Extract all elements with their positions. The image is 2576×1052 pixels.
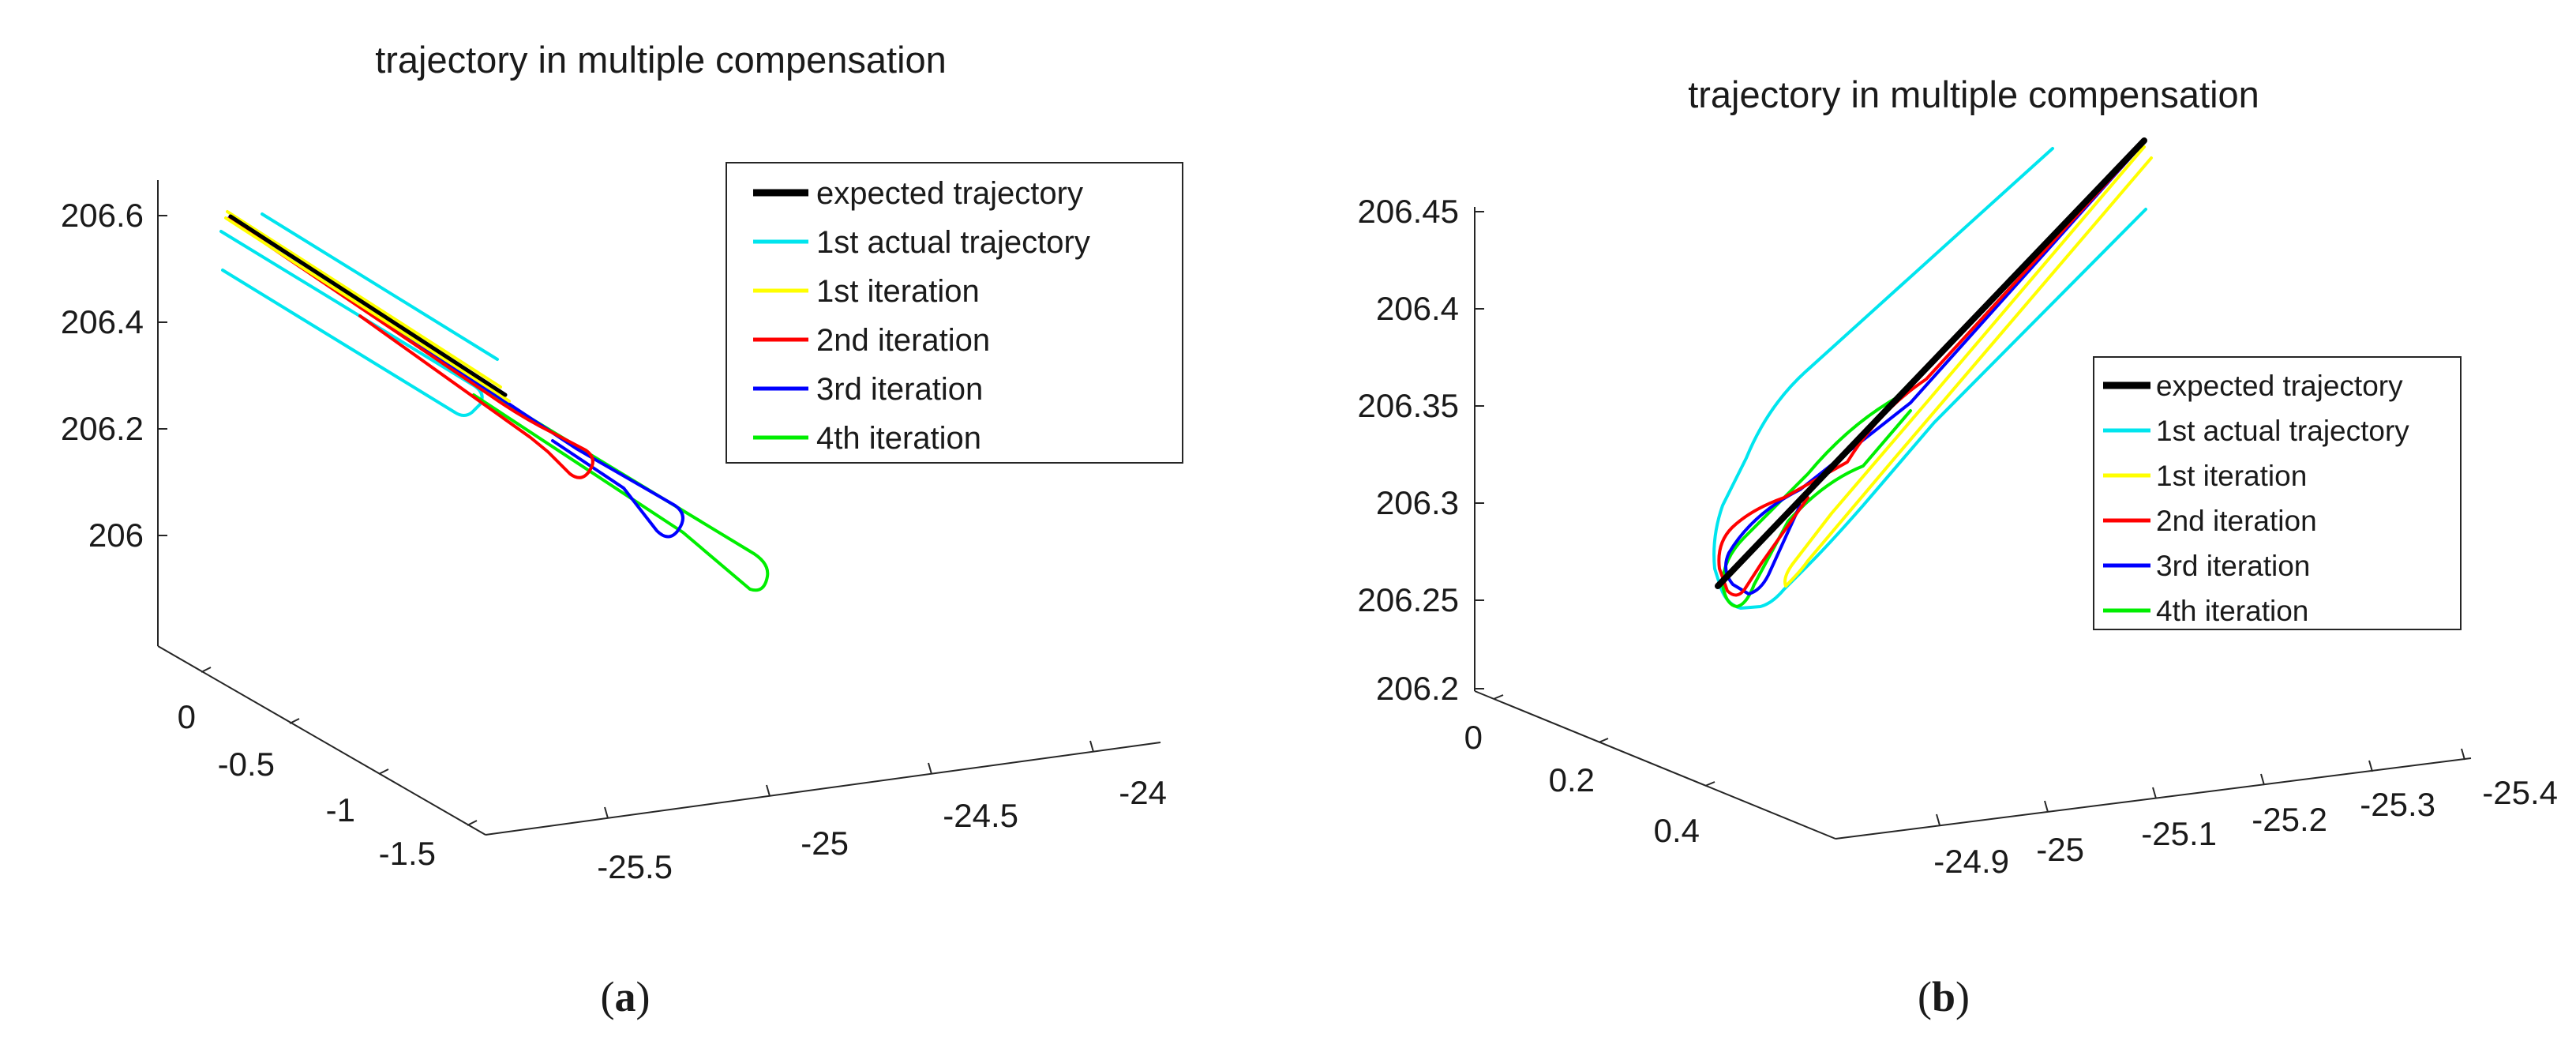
x-tick-label-a-1: -0.5: [218, 746, 275, 783]
legend-box-b: [2093, 356, 2462, 630]
z-tick-label-b-2: 206.35: [1358, 387, 1459, 424]
y-tick-label-b-1: -25: [2036, 831, 2084, 868]
x-tick-label-b-0: 0: [1464, 719, 1483, 756]
legend-a: expected trajectory 1st actual trajector…: [726, 162, 1183, 464]
legend-b-label-5: 4th iteration: [2156, 595, 2308, 627]
legend-a-label-1: 1st actual trajectory: [816, 225, 1090, 260]
panel-caption-b-letter: b: [1932, 973, 1955, 1020]
series-a-4th-iteration: [229, 215, 770, 592]
y-tick-label-b-5: -25.4: [2482, 774, 2558, 811]
x-tick-label-a-3: -1.5: [379, 835, 436, 872]
legend-b-label-2: 1st iteration: [2156, 460, 2307, 492]
x-tick-label-a-2: -1: [326, 791, 355, 828]
series-a-3rd-iteration: [227, 216, 684, 539]
legend-b-label-3: 2nd iteration: [2156, 505, 2317, 537]
chart-title-a: trajectory in multiple compensation: [375, 39, 947, 81]
panel-b: trajectory in multiple compensation 2: [1358, 73, 2558, 1020]
legend-b-label-4: 3rd iteration: [2156, 550, 2310, 582]
y-tick-label-a-3: -24: [1119, 774, 1167, 811]
panel-caption-a: (a): [601, 973, 651, 1020]
legend-a-label-5: 4th iteration: [816, 421, 981, 456]
axes-b: [1474, 207, 2472, 840]
panel-caption-a-letter: a: [615, 973, 636, 1020]
legend-box-a: [726, 162, 1183, 464]
x-tick-label-a-0: 0: [178, 698, 196, 735]
legend-b-label-1: 1st actual trajectory: [2156, 415, 2409, 447]
x-axis-line-a: [157, 645, 486, 836]
series-b-3rd-iteration: [1724, 141, 2146, 596]
series-a-2nd-iteration: [227, 217, 594, 479]
z-tick-label-b-5: 206.2: [1376, 670, 1459, 707]
legend-a-label-3: 2nd iteration: [816, 323, 990, 358]
y-tick-label-a-2: -24.5: [943, 797, 1018, 834]
z-tick-label-a-1: 206.4: [61, 303, 144, 340]
legend-a-label-0: expected trajectory: [816, 176, 1083, 211]
y-tick-label-b-3: -25.2: [2252, 801, 2327, 838]
y-axis-line-a: [485, 742, 1161, 836]
legend-b: expected trajectory 1st actual trajector…: [2093, 356, 2462, 630]
legend-a-label-2: 1st iteration: [816, 274, 980, 309]
y-tick-label-a-1: -25: [801, 825, 849, 862]
series-a-expected: [228, 214, 508, 397]
panel-caption-b: (b): [1918, 973, 1970, 1020]
series-a-1st-iteration: [224, 210, 511, 403]
legend-b-label-0: expected trajectory: [2156, 370, 2403, 402]
x-axis-line-b: [1474, 690, 1836, 840]
y-tick-label-b-2: -25.1: [2141, 815, 2217, 852]
series-b-1st-iteration: [1783, 145, 2153, 588]
z-tick-label-a-2: 206.2: [61, 410, 144, 447]
z-tick-label-b-0: 206.45: [1358, 193, 1459, 230]
z-tick-label-b-1: 206.4: [1376, 290, 1459, 327]
x-tick-label-b-2: 0.4: [1654, 812, 1700, 849]
series-b-expected: [1715, 137, 2147, 589]
y-tick-label-b-4: -25.3: [2360, 786, 2435, 823]
z-tick-label-b-3: 206.3: [1376, 484, 1459, 521]
panel-a: trajectory in multiple compensation 206.…: [61, 39, 1183, 1020]
y-tick-label-b-0: -24.9: [1933, 843, 2009, 880]
z-tick-label-a-3: 206: [88, 517, 144, 554]
z-tick-label-a-0: 206.6: [61, 197, 144, 234]
axes-a: [157, 180, 1161, 836]
x-tick-label-b-1: 0.2: [1549, 761, 1595, 798]
y-tick-label-a-0: -25.5: [597, 848, 673, 885]
y-axis-line-b: [1835, 757, 2472, 840]
legend-a-label-4: 3rd iteration: [816, 372, 983, 407]
z-tick-label-b-4: 206.25: [1358, 581, 1459, 618]
chart-title-b: trajectory in multiple compensation: [1688, 73, 2259, 115]
